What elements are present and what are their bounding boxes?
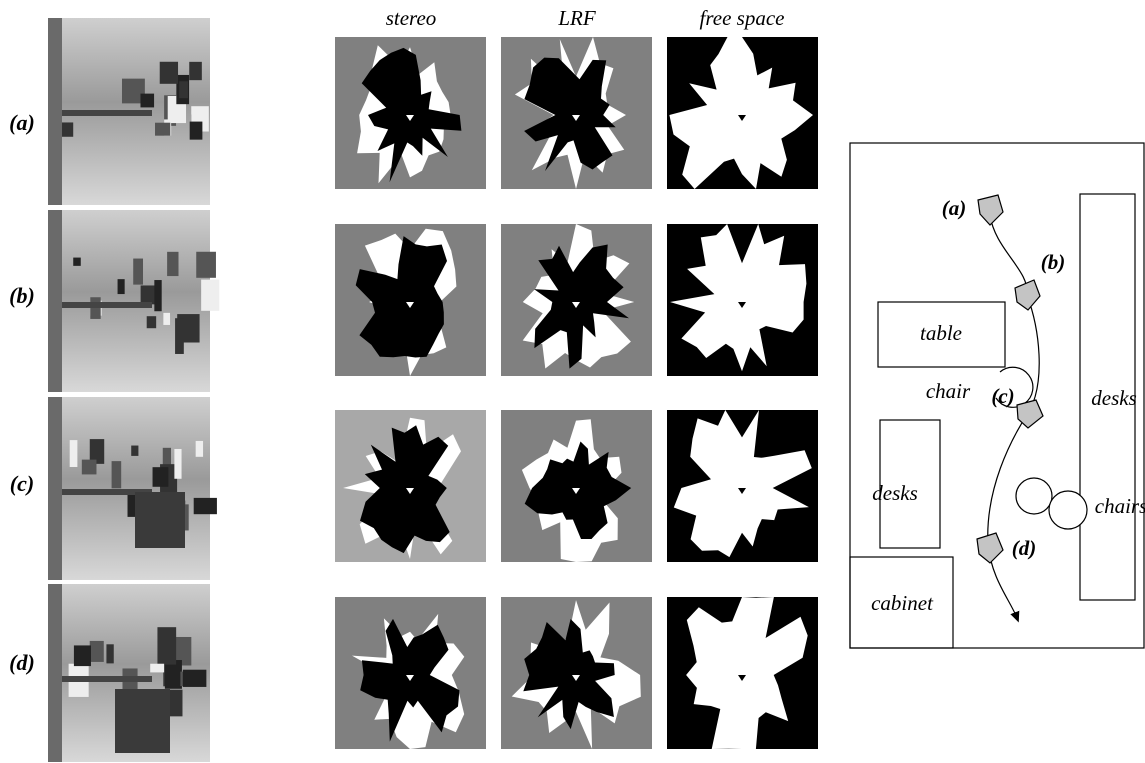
photo-detail <box>90 641 104 662</box>
object-label: desks <box>872 481 918 505</box>
map <box>335 224 486 376</box>
photo-desk <box>62 676 152 682</box>
photo-detail <box>133 259 143 285</box>
object-label: chair <box>926 379 971 403</box>
photo-robot <box>115 689 170 753</box>
position-label: (a) <box>942 196 967 220</box>
map <box>335 597 486 749</box>
position-label: (c) <box>991 384 1014 408</box>
photo-bg <box>48 397 210 580</box>
robot-pose <box>977 533 1003 563</box>
photo-detail <box>131 446 138 456</box>
photo-wall <box>48 584 62 762</box>
photo-detail <box>90 297 100 319</box>
map <box>667 224 818 376</box>
map <box>667 37 818 189</box>
photo-robot <box>135 492 185 548</box>
photo-wall <box>48 210 62 392</box>
object-label: chairs <box>1095 494 1145 518</box>
photo-detail <box>82 460 97 475</box>
row-label: (c) <box>10 471 34 496</box>
position-label: (d) <box>1012 536 1037 560</box>
photo-detail <box>70 440 78 467</box>
photo-detail <box>174 449 181 479</box>
map <box>667 597 818 749</box>
photo-detail <box>62 122 73 136</box>
photo-detail <box>175 318 184 354</box>
photo-detail <box>190 122 203 140</box>
photo-detail <box>150 664 164 673</box>
column-header: stereo <box>386 6 437 30</box>
photo-detail <box>194 498 217 514</box>
map <box>501 224 652 376</box>
photo-detail <box>140 94 154 108</box>
map <box>501 410 652 562</box>
row-label: (d) <box>9 650 35 675</box>
object-label: table <box>920 321 962 345</box>
photo <box>48 18 210 205</box>
photo <box>48 397 217 580</box>
photo-desk <box>62 302 152 308</box>
photo <box>48 210 219 392</box>
object-label: cabinet <box>871 591 934 615</box>
photos <box>48 18 219 762</box>
map <box>667 410 818 562</box>
photo-detail <box>179 81 188 98</box>
photo-detail <box>112 461 122 488</box>
photo-bg <box>48 210 210 392</box>
photo-detail <box>147 316 156 328</box>
position-label: (b) <box>1041 250 1066 274</box>
photo-detail <box>153 467 169 487</box>
photo-detail <box>73 258 81 266</box>
photo-wall <box>48 397 62 580</box>
photo-detail <box>157 627 176 664</box>
robot-pose <box>1015 280 1040 310</box>
map <box>501 597 652 749</box>
photo-detail <box>155 123 170 136</box>
photo-detail <box>163 313 170 325</box>
photo-detail <box>183 670 207 687</box>
figure: stereo LRF free space (a) (b) (c) (d) (a… <box>0 0 1145 763</box>
photo <box>48 584 210 762</box>
photo-wall <box>48 18 62 205</box>
chair-shape <box>1049 491 1087 529</box>
map <box>501 37 652 189</box>
photo-detail <box>189 62 202 80</box>
photo-detail <box>74 645 91 666</box>
photo-detail <box>154 280 161 311</box>
object-label: desks <box>1091 386 1137 410</box>
column-header: free space <box>700 6 785 30</box>
maps <box>335 37 818 749</box>
map <box>335 37 486 189</box>
column-header: LRF <box>557 6 596 30</box>
robot-pose <box>978 195 1003 225</box>
chair-shape <box>1016 478 1052 514</box>
photo-desk <box>62 110 152 116</box>
row-label: (a) <box>9 110 35 135</box>
photo-detail <box>201 280 219 311</box>
map <box>335 410 486 562</box>
row-label: (b) <box>9 283 35 308</box>
photo-detail <box>196 441 203 457</box>
photo-detail <box>167 252 178 276</box>
photo-detail <box>106 644 113 663</box>
photo-detail <box>196 252 216 278</box>
photo-detail <box>118 279 125 294</box>
photo-detail <box>160 62 178 84</box>
